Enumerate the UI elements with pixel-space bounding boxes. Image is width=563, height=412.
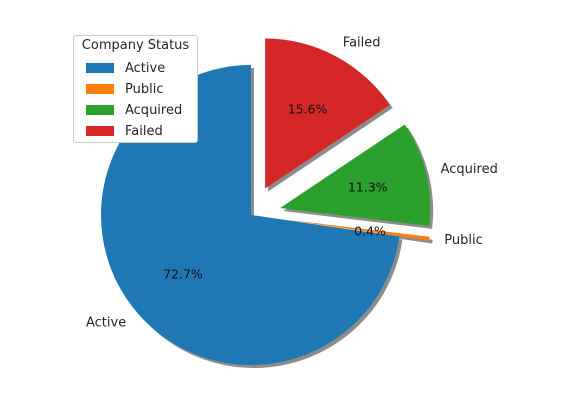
slice-pct-public: 0.4% [354, 223, 386, 238]
wedge-public [280, 218, 430, 241]
legend-item-acquired: Acquired [86, 102, 182, 118]
wedge-acquired [280, 124, 431, 226]
legend-title: Company Status [81, 38, 190, 53]
slice-label-active: Active [86, 315, 126, 330]
slice-pct-active: 72.7% [163, 266, 203, 281]
legend-item-active: Active [86, 60, 165, 76]
legend-item-failed: Failed [86, 123, 163, 139]
slice-label-acquired: Acquired [441, 162, 498, 177]
slice-label-failed: Failed [343, 35, 381, 50]
legend-swatch-failed [86, 126, 114, 136]
legend-label-acquired: Acquired [125, 102, 183, 118]
legend-item-public: Public [86, 81, 163, 97]
legend-label-active: Active [125, 60, 166, 76]
legend-label-failed: Failed [125, 123, 163, 139]
slice-pct-acquired: 11.3% [348, 179, 388, 194]
legend-swatch-active [86, 63, 114, 73]
slice-pct-failed: 15.6% [288, 102, 328, 117]
legend: Company Status Active Public Acquired Fa… [73, 35, 198, 143]
wedge-failed [265, 38, 390, 189]
legend-swatch-acquired [86, 105, 114, 115]
legend-label-public: Public [125, 81, 164, 97]
pie-labels: Active 72.7% Public 0.4% Acquired 11.3% Failed… [86, 35, 498, 330]
slice-label-public: Public [444, 233, 482, 248]
legend-swatch-public [86, 84, 114, 94]
